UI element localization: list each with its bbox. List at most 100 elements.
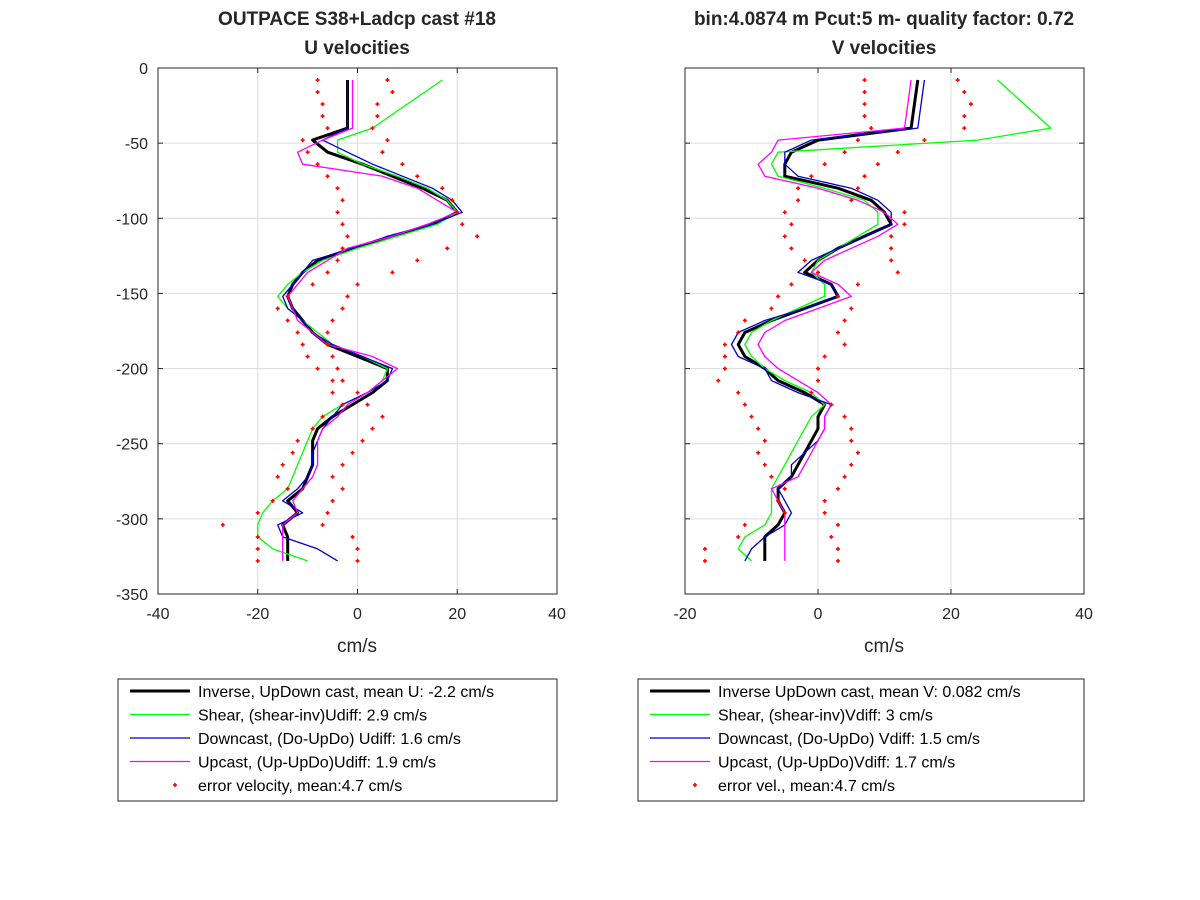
v-error-point	[889, 246, 894, 251]
v-error-point	[822, 162, 827, 167]
v-legend-inverse-label: Inverse UpDown cast, mean V: 0.082 cm/s	[718, 684, 1021, 701]
v-error-point	[782, 234, 787, 239]
u-error-point	[335, 186, 340, 191]
v-error-point	[835, 486, 840, 491]
v-error-point	[968, 102, 973, 107]
v-error-point	[749, 414, 754, 419]
v-x-axis-label: cm/s	[864, 636, 904, 657]
v-error-point	[722, 342, 727, 347]
u-error-point	[390, 270, 395, 275]
u-error-point	[275, 306, 280, 311]
v-error-point	[895, 270, 900, 275]
v-error-point	[816, 270, 820, 275]
v-legend-box	[637, 678, 1085, 802]
u-error-point	[320, 522, 325, 527]
u-x-axis-label: cm/s	[337, 636, 377, 657]
u-error-point	[290, 450, 295, 455]
v-error-point	[962, 114, 967, 119]
v-error-point	[796, 198, 801, 203]
u-error-point	[325, 126, 330, 131]
v-error-point	[875, 162, 880, 167]
v-error-point	[962, 90, 967, 95]
v-error-point	[816, 378, 820, 383]
u-legend-upcast-label: Upcast, (Up-UpDo)Udiff: 1.9 cm/s	[198, 755, 436, 772]
u-error-point	[415, 258, 420, 263]
u-error-point	[345, 234, 350, 239]
u-error-point	[350, 450, 355, 455]
u-y-tick-label: 0	[139, 61, 148, 78]
v-error-point	[736, 534, 741, 539]
v-error-point	[842, 150, 847, 155]
v-error-point	[829, 402, 834, 407]
v-error-point	[762, 462, 767, 467]
v-chart-title: bin:4.0874 m Pcut:5 m- quality factor: 0…	[694, 9, 1074, 30]
v-error-point	[789, 222, 794, 227]
v-error-point	[756, 426, 761, 431]
u-error-point	[325, 174, 330, 179]
u-error-point	[295, 438, 300, 443]
u-error-point	[360, 438, 365, 443]
u-error-point	[255, 510, 260, 515]
v-error-point	[762, 438, 767, 443]
v-error-point	[802, 258, 807, 263]
u-x-tick-label: 0	[353, 606, 362, 623]
u-error-point	[280, 462, 285, 467]
u-error-point	[350, 534, 355, 539]
u-legend-error-label: error velocity, mean:4.7 cm/s	[198, 778, 402, 795]
u-error-point	[330, 498, 335, 503]
v-error-point	[722, 354, 727, 359]
v-error-point	[782, 210, 787, 215]
u-y-tick-label: -200	[116, 362, 148, 379]
u-error-point	[310, 282, 315, 287]
u-error-point	[340, 306, 345, 311]
v-error-point	[862, 90, 867, 95]
v-series-layer	[702, 78, 1052, 563]
u-error-point	[330, 390, 335, 395]
u-error-point	[370, 126, 375, 131]
v-upcast-line	[757, 79, 912, 561]
v-error-point	[816, 366, 820, 371]
u-error-point	[440, 186, 445, 191]
u-error-point	[315, 366, 320, 371]
u-error-point	[335, 258, 340, 263]
u-error-point	[325, 330, 330, 335]
u-error-point	[380, 150, 385, 155]
u-error-point	[335, 366, 340, 371]
v-error-point	[862, 174, 867, 179]
u-error-point	[300, 342, 305, 347]
v-grid	[685, 68, 1084, 594]
v-error-point	[889, 258, 894, 263]
u-error-point	[385, 78, 390, 83]
v-shear-line	[737, 79, 1052, 562]
u-error-point	[305, 150, 310, 155]
u-error-point	[355, 546, 360, 551]
v-ticks: -20 0 20 40	[673, 67, 1093, 623]
v-error-point	[855, 282, 860, 287]
v-error-point	[789, 246, 794, 251]
u-error-point	[375, 102, 380, 107]
u-legend-inverse-label: Inverse, UpDown cast, mean U: -2.2 cm/s	[198, 684, 494, 701]
v-x-tick-label: 20	[942, 606, 960, 623]
u-error-point	[340, 222, 345, 227]
v-error-point	[722, 366, 727, 371]
u-chart-subtitle: U velocities	[304, 38, 410, 59]
v-error-point	[809, 390, 814, 395]
u-y-tick-label: -50	[125, 136, 148, 153]
u-error-point	[415, 174, 420, 179]
u-chart-title: OUTPACE S38+Ladcp cast #18	[218, 9, 496, 30]
v-legend-downcast-label: Downcast, (Do-UpDo) Vdiff: 1.5 cm/s	[718, 731, 980, 748]
v-legend-error-label: error vel., mean:4.7 cm/s	[718, 778, 895, 795]
v-error-point	[962, 126, 967, 131]
u-legend: Inverse, UpDown cast, mean U: -2.2 cm/s S…	[117, 678, 558, 802]
u-error-point	[355, 390, 360, 395]
u-error-point	[305, 354, 310, 359]
v-downcast-line	[730, 79, 926, 562]
u-error-point	[300, 138, 305, 143]
u-error-point	[340, 378, 345, 383]
u-upcast-line	[282, 80, 458, 561]
v-error-point	[842, 414, 847, 419]
v-error-point	[742, 318, 747, 323]
u-error-point	[270, 498, 275, 503]
v-error-point	[849, 462, 854, 467]
v-error-point	[756, 450, 761, 455]
